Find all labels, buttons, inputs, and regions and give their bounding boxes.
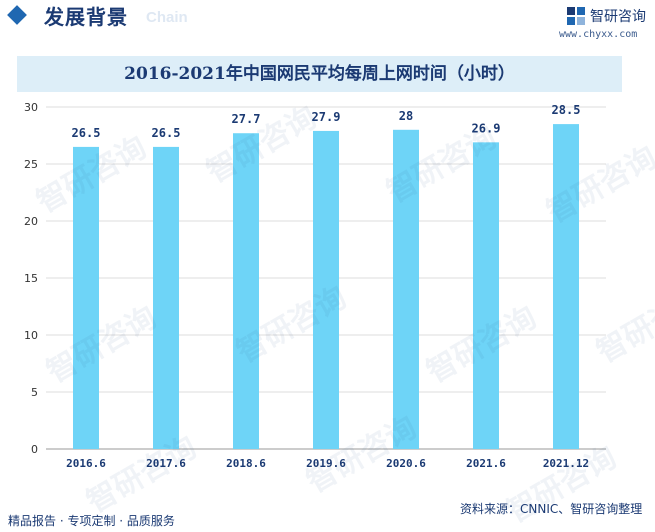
header: 发展背景 Chain 智研咨询 www.chyxx.com [0, 0, 655, 42]
y-tick-label: 20 [24, 215, 38, 228]
bar [553, 124, 579, 449]
bar-chart: 0 5 10 15 20 25 30 26.5 2016.6 26.5 2017.6 27.7 2018… [24, 101, 606, 470]
y-tick-label: 0 [31, 443, 38, 456]
data-label: 26.9 [472, 121, 501, 135]
footer-slogan: 精品报告 · 专项定制 · 品质服务 [8, 514, 175, 528]
data-label: 28.5 [552, 103, 581, 117]
x-tick-label: 2021.12 [543, 457, 589, 470]
source-note: 资料来源：CNNIC、智研咨询整理 [460, 502, 643, 516]
bar [473, 142, 499, 449]
y-tick-label: 25 [24, 158, 38, 171]
y-tick-label: 30 [24, 101, 38, 114]
section-subtitle: Chain [146, 9, 188, 26]
chart-title-bar: 2016-2021年中国网民平均每周上网时间（小时） [17, 56, 622, 92]
bar [73, 146, 99, 449]
x-tick-label: 2021.6 [466, 457, 506, 470]
bar [393, 129, 419, 450]
brand-url: www.chyxx.com [559, 29, 638, 40]
diamond-icon [7, 5, 27, 25]
y-tick-label: 5 [31, 386, 38, 399]
y-tick-label: 10 [24, 329, 38, 342]
x-tick-label: 2020.6 [386, 457, 426, 470]
bar [233, 133, 259, 449]
bar [153, 146, 179, 449]
section-title: 发展背景 [44, 5, 128, 29]
x-tick-label: 2019.6 [306, 457, 346, 470]
bar [313, 130, 339, 449]
data-label: 28 [399, 109, 413, 123]
data-label: 27.7 [232, 112, 261, 126]
chart-title: 2016-2021年中国网民平均每周上网时间（小时） [124, 64, 515, 84]
y-tick-label: 15 [24, 272, 38, 285]
data-label: 26.5 [152, 126, 181, 140]
brand-logo-icon [567, 7, 585, 25]
x-tick-label: 2016.6 [66, 457, 106, 470]
data-label: 26.5 [72, 126, 101, 140]
brand-logo-text: 智研咨询 [590, 9, 646, 25]
x-tick-label: 2018.6 [226, 457, 266, 470]
x-tick-label: 2017.6 [146, 457, 186, 470]
data-label: 27.9 [312, 110, 341, 124]
